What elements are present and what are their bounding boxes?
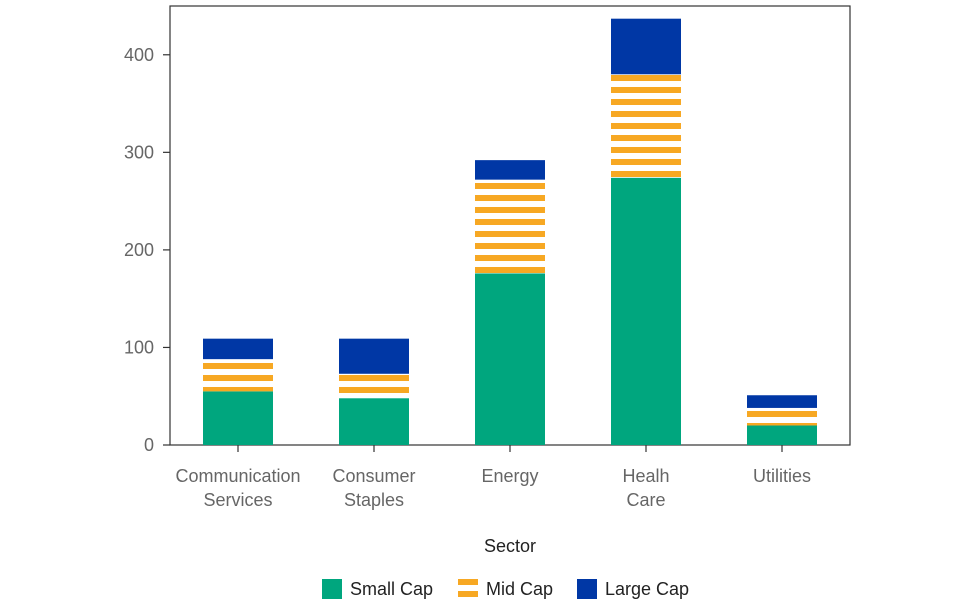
y-axis: 0 100 200 300 400 xyxy=(124,45,170,455)
legend-label-mid-cap: Mid Cap xyxy=(486,579,553,599)
bar-small-cap xyxy=(475,273,545,445)
bar-large-cap xyxy=(475,160,545,180)
bar-mid-cap xyxy=(747,407,817,426)
legend-swatch-large-cap xyxy=(577,579,597,599)
x-tick-label: Energy xyxy=(481,466,538,486)
legend-label-large-cap: Large Cap xyxy=(605,579,689,599)
x-tick-label: Utilities xyxy=(753,466,811,486)
x-tick-label: Consumer Staples xyxy=(332,466,415,510)
legend-swatch-mid-cap xyxy=(458,579,478,599)
bar-mid-cap xyxy=(611,74,681,178)
bar-small-cap xyxy=(203,391,273,445)
y-tick-label: 400 xyxy=(124,45,154,65)
x-axis-title: Sector xyxy=(484,536,536,556)
x-tick-label: Healh Care xyxy=(622,466,669,510)
bar-small-cap xyxy=(611,177,681,445)
legend-label-small-cap: Small Cap xyxy=(350,579,433,599)
bar-mid-cap xyxy=(339,373,409,399)
bar-mid-cap xyxy=(203,359,273,392)
bar-large-cap xyxy=(611,18,681,75)
bar-mid-cap xyxy=(475,179,545,274)
bar-small-cap xyxy=(339,398,409,445)
legend: Small Cap Mid Cap Large Cap xyxy=(322,579,689,599)
y-tick-label: 0 xyxy=(144,435,154,455)
x-axis: Communication Services Consumer Staples Ener… xyxy=(175,445,811,510)
y-tick-label: 300 xyxy=(124,142,154,162)
bar-small-cap xyxy=(747,425,817,445)
bar-large-cap xyxy=(339,338,409,374)
bar-large-cap xyxy=(203,338,273,360)
y-tick-label: 200 xyxy=(124,240,154,260)
y-tick-label: 100 xyxy=(124,337,154,357)
bar-large-cap xyxy=(747,395,817,408)
bars xyxy=(203,18,817,445)
legend-swatch-small-cap xyxy=(322,579,342,599)
x-tick-label: Communication Services xyxy=(175,466,300,510)
